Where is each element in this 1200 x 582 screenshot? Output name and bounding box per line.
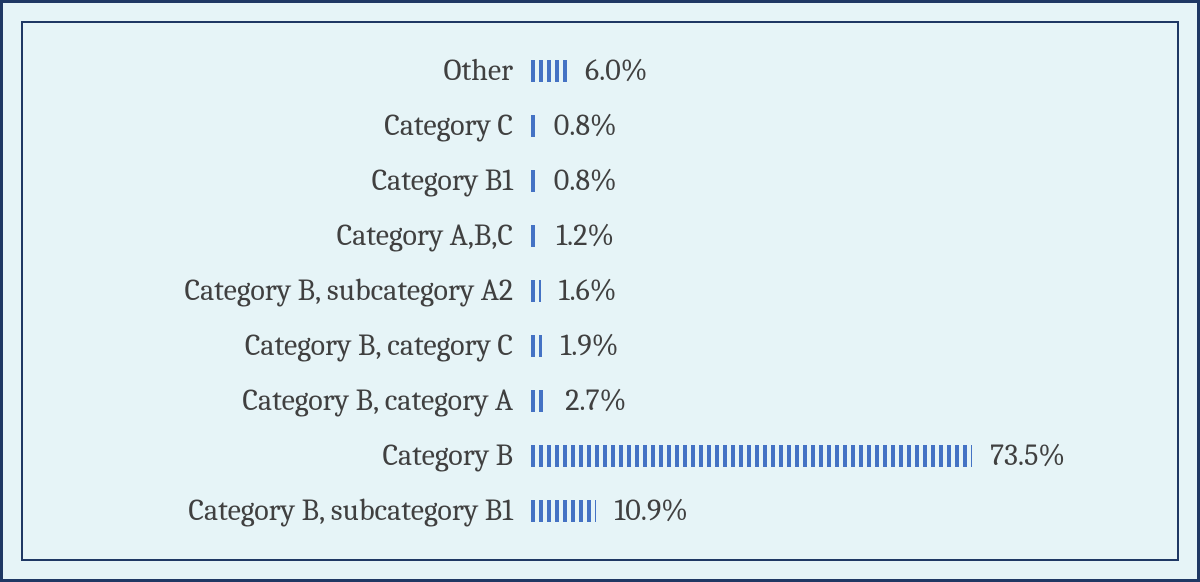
value-label: 0.8% xyxy=(554,108,617,143)
value-label: 6.0% xyxy=(585,53,648,88)
value-label: 1.9% xyxy=(560,328,618,363)
value-label: 1.2% xyxy=(556,218,614,253)
category-label: Category B xyxy=(53,438,531,473)
bar-area: 2.7% xyxy=(531,383,1147,418)
chart-outer-frame: Other 6.0% Category C 0.8% Category B1 0… xyxy=(0,0,1200,582)
bar xyxy=(531,500,596,522)
bar-area: 6.0% xyxy=(531,53,1147,88)
value-label: 2.7% xyxy=(565,383,626,418)
value-label: 1.6% xyxy=(559,273,617,308)
bar xyxy=(531,225,538,247)
bar-area: 1.9% xyxy=(531,328,1147,363)
bar xyxy=(531,390,547,412)
bar-row: Category C 0.8% xyxy=(53,98,1147,153)
bar-area: 1.2% xyxy=(531,218,1147,253)
bar-area: 10.9% xyxy=(531,493,1147,528)
bar-area: 73.5% xyxy=(531,438,1147,473)
bar-row: Category B, subcategory A2 1.6% xyxy=(53,263,1147,318)
bar xyxy=(531,335,542,357)
bar-area: 0.8% xyxy=(531,108,1147,143)
category-label: Category B, subcategory A2 xyxy=(53,273,531,308)
bar xyxy=(531,280,541,302)
value-label: 10.9% xyxy=(614,493,688,528)
category-label: Category B1 xyxy=(53,163,531,198)
bar-row: Category B, category C 1.9% xyxy=(53,318,1147,373)
bar xyxy=(531,115,536,137)
bar-row: Other 6.0% xyxy=(53,43,1147,98)
category-label: Other xyxy=(53,53,531,88)
value-label: 0.8% xyxy=(554,163,617,198)
bar-row: Category A,B,C 1.2% xyxy=(53,208,1147,263)
category-label: Category B, category A xyxy=(53,383,531,418)
bar-area: 0.8% xyxy=(531,163,1147,198)
category-label: Category A,B,C xyxy=(53,218,531,253)
chart-plot-area: Other 6.0% Category C 0.8% Category B1 0… xyxy=(21,21,1179,561)
category-label: Category B, category C xyxy=(53,328,531,363)
bar-row: Category B1 0.8% xyxy=(53,153,1147,208)
bar xyxy=(531,170,536,192)
bar xyxy=(531,445,972,467)
value-label: 73.5% xyxy=(990,438,1065,473)
category-label: Category C xyxy=(53,108,531,143)
bar-row: Category B 73.5% xyxy=(53,428,1147,483)
bar-row: Category B, subcategory B1 10.9% xyxy=(53,483,1147,538)
bar-area: 1.6% xyxy=(531,273,1147,308)
bar-row: Category B, category A 2.7% xyxy=(53,373,1147,428)
category-label: Category B, subcategory B1 xyxy=(53,493,531,528)
bar xyxy=(531,60,567,82)
